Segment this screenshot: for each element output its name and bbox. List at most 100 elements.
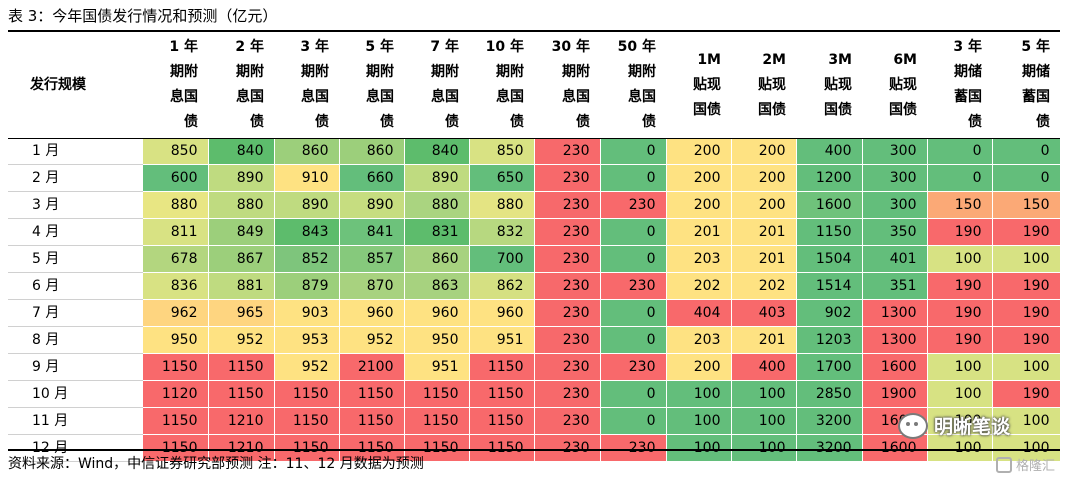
table-body: 1 月 850 840 860 860 840 850 230 0 200 200 400 300 0 0 2… <box>8 138 1061 462</box>
value-cell: 1900 <box>862 380 928 408</box>
value-cell: 3200 <box>796 407 863 435</box>
value-cell: 962 <box>142 299 209 327</box>
column-header: 2M 贴现 国债 <box>758 51 786 118</box>
value-cell: 952 <box>208 326 275 354</box>
value-cell: 100 <box>927 407 993 435</box>
value-cell: 881 <box>208 272 275 300</box>
value-cell: 952 <box>274 353 340 381</box>
value-cell: 230 <box>534 138 601 165</box>
table-row: 6 月 836 881 879 870 863 862 230 230 202 202 1514 351… <box>8 272 1061 300</box>
value-cell: 230 <box>534 434 601 462</box>
value-cell: 201 <box>731 218 797 246</box>
value-cell: 910 <box>274 164 340 192</box>
value-cell: 650 <box>469 164 535 192</box>
value-cell: 100 <box>927 380 993 408</box>
table-row: 1 月 850 840 860 860 840 850 230 0 200 200 400 300 0 0 <box>8 138 1061 165</box>
value-cell: 190 <box>927 218 993 246</box>
value-cell: 1300 <box>862 326 928 354</box>
value-cell: 1600 <box>862 434 928 462</box>
value-cell: 1150 <box>469 407 535 435</box>
value-cell: 965 <box>208 299 275 327</box>
value-cell: 867 <box>208 245 275 273</box>
value-cell: 202 <box>666 272 732 300</box>
value-cell: 960 <box>469 299 535 327</box>
column-header: 2 年 期附 息国 债 <box>235 39 264 130</box>
value-cell: 230 <box>534 326 601 354</box>
value-cell: 190 <box>927 299 993 327</box>
value-cell: 870 <box>339 272 405 300</box>
column-header: 1M 贴现 国债 <box>693 51 721 118</box>
value-cell: 1150 <box>274 407 340 435</box>
value-cell: 850 <box>142 138 209 165</box>
value-cell: 400 <box>796 138 863 165</box>
value-cell: 1150 <box>469 353 535 381</box>
value-cell: 230 <box>600 353 667 381</box>
month-cell: 9 月 <box>8 353 143 381</box>
table-row: 5 月 678 867 852 857 860 700 230 0 203 201 1504 401 10… <box>8 245 1061 273</box>
value-cell: 1150 <box>339 407 405 435</box>
value-cell: 1150 <box>404 434 470 462</box>
wechat-watermark: 明晰笔谈 <box>898 412 1010 439</box>
value-cell: 1210 <box>208 407 275 435</box>
value-cell: 1700 <box>796 353 863 381</box>
value-cell: 100 <box>992 407 1061 435</box>
value-cell: 100 <box>992 353 1061 381</box>
value-cell: 100 <box>731 380 797 408</box>
column-header: 1 年 期附 息国 债 <box>169 39 198 130</box>
value-cell: 100 <box>927 434 993 462</box>
value-cell: 202 <box>731 272 797 300</box>
value-cell: 200 <box>666 353 732 381</box>
value-cell: 960 <box>339 299 405 327</box>
value-cell: 850 <box>469 138 535 165</box>
value-cell: 230 <box>534 407 601 435</box>
value-cell: 100 <box>927 353 993 381</box>
value-cell: 403 <box>731 299 797 327</box>
column-header: 50 年 期附 息国 债 <box>617 39 656 130</box>
value-cell: 860 <box>274 138 340 165</box>
value-cell: 1150 <box>469 434 535 462</box>
brand-watermark-text: 格隆汇 <box>1016 459 1056 474</box>
value-cell: 1200 <box>796 164 863 192</box>
value-cell: 0 <box>992 138 1061 165</box>
value-cell: 1150 <box>208 380 275 408</box>
value-cell: 0 <box>600 138 667 165</box>
value-cell: 190 <box>927 272 993 300</box>
value-cell: 660 <box>339 164 405 192</box>
value-cell: 300 <box>862 191 928 219</box>
value-cell: 203 <box>666 326 732 354</box>
value-cell: 953 <box>274 326 340 354</box>
value-cell: 1300 <box>862 299 928 327</box>
value-cell: 0 <box>600 299 667 327</box>
value-cell: 200 <box>731 191 797 219</box>
column-header: 5 年 期储 蓄国 债 <box>1021 39 1050 130</box>
value-cell: 100 <box>731 434 797 462</box>
value-cell: 950 <box>142 326 209 354</box>
month-cell: 4 月 <box>8 218 143 246</box>
brand-logo-icon <box>996 456 1012 473</box>
value-cell: 190 <box>992 380 1061 408</box>
value-cell: 350 <box>862 218 928 246</box>
table-row: 9 月 1150 1150 952 2100 951 1150 230 230 200 400 170… <box>8 353 1061 381</box>
value-cell: 201 <box>731 245 797 273</box>
month-cell: 8 月 <box>8 326 143 354</box>
value-cell: 836 <box>142 272 209 300</box>
value-cell: 230 <box>534 380 601 408</box>
brand-watermark: 格隆汇 <box>996 455 1055 474</box>
value-cell: 0 <box>600 380 667 408</box>
value-cell: 903 <box>274 299 340 327</box>
value-cell: 1150 <box>339 380 405 408</box>
value-cell: 678 <box>142 245 209 273</box>
value-cell: 200 <box>731 164 797 192</box>
value-cell: 230 <box>534 353 601 381</box>
column-header: 30 年 期附 息国 债 <box>551 39 590 130</box>
value-cell: 2100 <box>339 353 405 381</box>
value-cell: 100 <box>666 380 732 408</box>
month-cell: 5 月 <box>8 245 143 273</box>
value-cell: 190 <box>992 272 1061 300</box>
value-cell: 230 <box>534 299 601 327</box>
month-cell: 3 月 <box>8 191 143 219</box>
value-cell: 840 <box>208 138 275 165</box>
value-cell: 1210 <box>208 434 275 462</box>
value-cell: 200 <box>731 138 797 165</box>
value-cell: 951 <box>469 326 535 354</box>
